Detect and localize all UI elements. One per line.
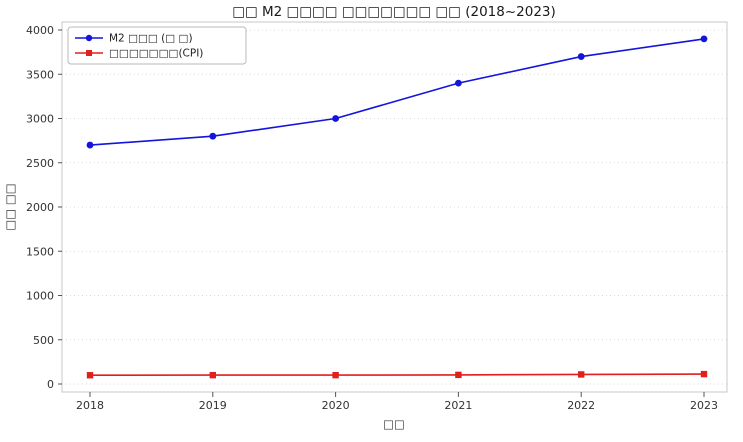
x-tick-label: 2023 (690, 399, 718, 412)
series-marker-0 (332, 115, 339, 122)
series-marker-1 (209, 371, 216, 379)
gridlines (62, 29, 727, 385)
series-marker-0 (86, 141, 94, 149)
series-marker-0 (455, 79, 462, 87)
x-tick-label: 2019 (199, 399, 227, 412)
series-line-0 (89, 38, 705, 146)
y-axis-label: □□ □□ (3, 183, 17, 230)
x-tick-label: 2018 (76, 399, 104, 412)
legend-marker (86, 50, 92, 56)
y-tick-label: 4000 (26, 24, 54, 37)
y-tick-label: 500 (33, 334, 54, 347)
x-tick-label: 2021 (444, 399, 472, 412)
series-marker-1 (455, 371, 462, 379)
series-marker-1 (700, 370, 708, 378)
y-tick-label: 0 (47, 378, 54, 391)
x-axis-label: □□ (383, 417, 405, 431)
x-tick-label: 2020 (322, 399, 350, 412)
chart-title: □□ M2 □□□□ □□□□□□□ □□ (2018~2023) (232, 4, 556, 20)
data-series (86, 35, 708, 379)
y-tick-label: 1000 (26, 290, 54, 303)
x-tick-label: 2022 (567, 399, 595, 412)
series-marker-1 (86, 372, 94, 379)
axis-ticks: 0 500 1000 1500 2000 2500 3000 3500 4000 2018 2019… (26, 24, 718, 412)
series-marker-0 (700, 35, 708, 43)
series-line-1 (89, 373, 705, 376)
y-tick-label: 1500 (26, 245, 54, 258)
series-marker-0 (577, 53, 585, 60)
y-tick-label: 2500 (26, 157, 54, 170)
series-marker-1 (332, 371, 339, 379)
legend: M2 □□□ (□ □) □□□□□□□(CPI) (67, 26, 247, 65)
legend-label: □□□□□□□(CPI) (109, 48, 203, 60)
legend-label: M2 □□□ (□ □) (109, 33, 193, 45)
series-marker-0 (209, 132, 217, 140)
legend-marker (85, 34, 93, 42)
legend-box (67, 26, 247, 65)
series-marker-1 (578, 371, 585, 378)
y-tick-label: 2000 (26, 201, 54, 214)
y-tick-label: 3500 (26, 68, 54, 81)
y-tick-label: 3000 (26, 113, 54, 126)
